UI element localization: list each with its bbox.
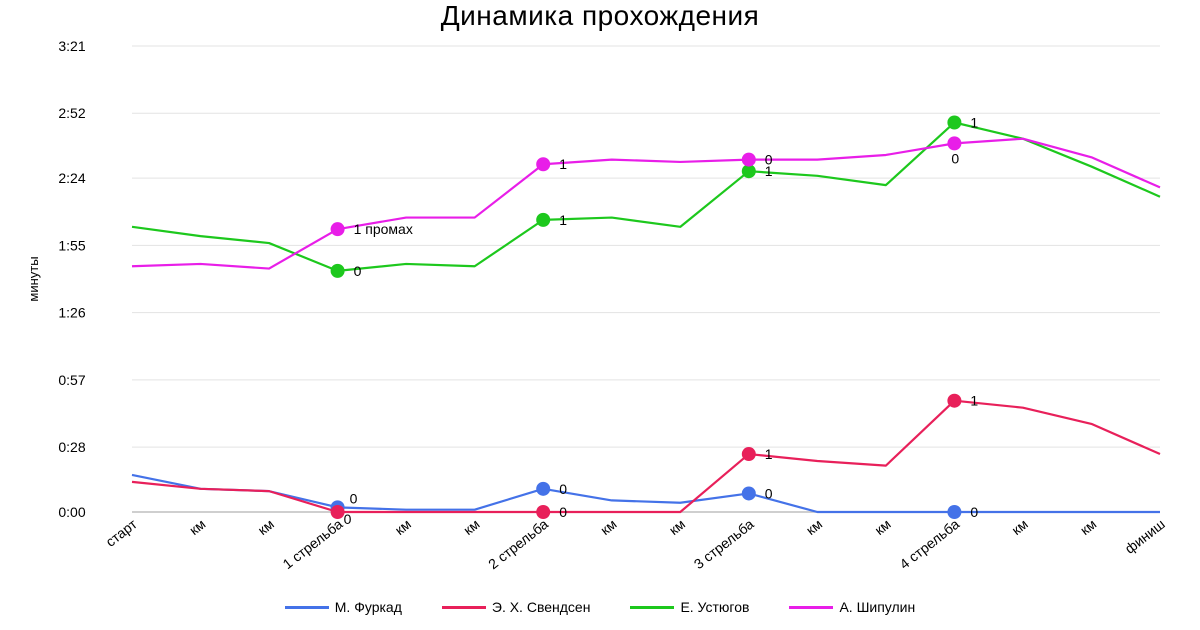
x-tick-label: км: [597, 516, 619, 538]
data-point: [741, 486, 756, 501]
legend-label: Э. Х. Свендсен: [491, 599, 591, 615]
data-point: [536, 505, 551, 519]
y-tick-label: 2:52: [58, 105, 85, 121]
x-tick-label: км: [666, 516, 688, 538]
data-label: 0: [354, 263, 362, 279]
data-point: [330, 222, 345, 237]
y-tick-label: 0:00: [58, 504, 85, 520]
data-point: [536, 212, 551, 227]
x-tick-label: старт: [102, 515, 140, 549]
data-point: [741, 152, 756, 167]
legend-swatch: [441, 605, 486, 609]
data-label: 0: [765, 485, 773, 501]
series-line: [131, 137, 1161, 270]
legend-swatch: [284, 605, 329, 609]
data-label: 1: [765, 163, 773, 179]
data-point: [536, 481, 551, 496]
x-tick-label: 4 стрельба: [896, 516, 962, 573]
data-label: 1: [559, 156, 567, 172]
data-point: [330, 505, 345, 519]
legend-swatch: [630, 605, 675, 609]
x-tick-label: км: [460, 516, 482, 538]
chart-title: Динамика прохождения: [440, 0, 760, 31]
legend-entry: А. Шипулин: [789, 599, 915, 615]
data-point: [947, 505, 962, 519]
data-label: 1: [765, 446, 773, 462]
series-line: [131, 121, 1161, 272]
data-label: 0: [765, 152, 773, 168]
data-label: 1 промах: [354, 221, 413, 237]
legend-label: Е. Устюгов: [680, 599, 750, 615]
data-label: 0: [344, 511, 352, 527]
data-point: [536, 157, 551, 172]
legend-entry: Е. Устюгов: [630, 599, 749, 615]
data-label: 0: [970, 504, 978, 520]
legend-label: А. Шипулин: [839, 599, 916, 615]
series-line: [131, 473, 1160, 514]
x-tick-label: км: [1077, 516, 1099, 538]
data-label: 0: [559, 481, 567, 497]
legend-entry: М. Фуркад: [284, 599, 402, 615]
y-tick-label: 0:57: [58, 372, 85, 388]
data-point: [947, 136, 962, 151]
data-label: 1: [970, 115, 978, 131]
x-tick-label: 1 стрельба: [280, 516, 346, 573]
data-point: [947, 115, 962, 130]
x-tick-label: км: [1009, 516, 1031, 538]
y-tick-label: 2:24: [58, 170, 85, 186]
y-tick-label: 3:21: [58, 38, 85, 54]
legend: М. Фуркад Э. Х. Свендсен Е. Устюгов А. Шипу…: [0, 599, 1200, 615]
x-tick-label: км: [392, 516, 414, 538]
legend-entry: Э. Х. Свендсен: [441, 599, 591, 615]
x-tick-label: км: [255, 516, 277, 538]
x-tick-label: км: [186, 516, 208, 538]
x-tick-label: финиш: [1122, 516, 1168, 557]
y-tick-label: 1:26: [58, 305, 85, 321]
data-point: [330, 263, 345, 278]
y-tick-label: 1:55: [58, 237, 85, 253]
data-label: 0: [350, 490, 358, 506]
x-tick-label: км: [871, 516, 893, 538]
data-label: 1: [970, 393, 978, 409]
data-point: [741, 164, 756, 179]
data-label: 0: [559, 504, 567, 520]
data-point: [741, 447, 756, 462]
data-point: [947, 393, 962, 408]
series-line: [131, 399, 1161, 514]
legend-label: М. Фуркад: [334, 599, 402, 615]
data-label: 1: [559, 212, 567, 228]
x-tick-label: 3 стрельба: [691, 516, 757, 573]
legend-swatch: [789, 605, 834, 609]
x-tick-label: 2 стрельба: [485, 516, 551, 573]
data-label: 0: [951, 150, 959, 166]
x-tick-label: км: [803, 516, 825, 538]
y-tick-label: 0:28: [58, 439, 85, 455]
y-axis-label: минуты: [26, 256, 41, 301]
